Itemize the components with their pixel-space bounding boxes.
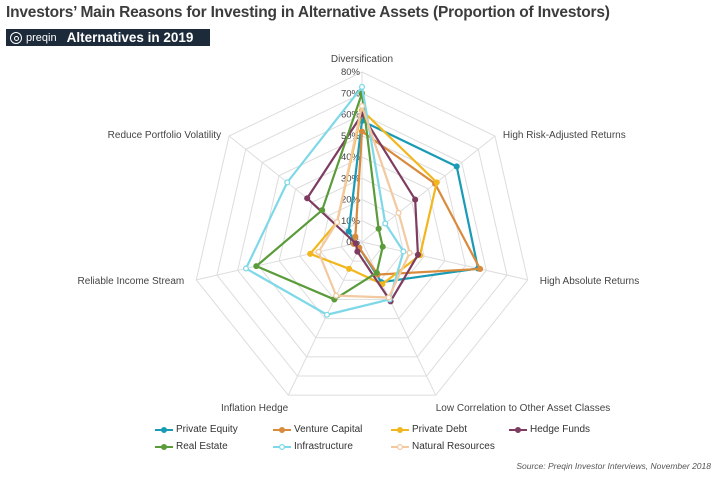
tick-label: 80% [341,67,361,78]
axis-category-label: Inflation Hedge [221,403,289,414]
series-line [306,113,420,303]
data-point [253,263,260,270]
axis-category-label: Low Correlation to Other Asset Classes [436,403,611,414]
data-point [379,243,386,250]
legend-swatch-icon [155,443,173,450]
chart-title: Investors’ Main Reasons for Investing in… [6,4,610,21]
axis-category-label: High Absolute Returns [540,276,640,287]
data-point [352,233,359,240]
data-point [433,179,440,186]
legend-item: Private Equity [155,424,238,435]
tick-label: 60% [341,110,361,121]
data-point [242,265,250,272]
tick-label: 30% [341,173,361,184]
data-point [323,311,331,318]
legend-item: Private Debt [391,424,467,435]
chart-legend: Private Equity Venture Capital Private Deb… [155,424,625,460]
data-point [358,128,366,135]
axis-category-label: High Risk-Adjusted Returns [503,130,626,141]
source-note: Source: Preqin Investor Interviews, Nove… [516,461,711,471]
grid-ring [320,198,404,281]
brand-logo-text: preqin [26,31,57,44]
legend-label: Infrastructure [294,441,353,452]
data-point [385,294,392,301]
data-point [477,265,484,273]
series-line [255,92,384,301]
data-point [412,196,419,203]
legend-label: Venture Capital [294,424,363,435]
brand-subtitle: Alternatives in 2019 [66,30,194,45]
legend-label: Natural Resources [412,441,495,452]
data-point [453,163,460,170]
grid-ring [195,71,529,396]
legend-item: Real Estate [155,441,228,452]
grid-ring [216,92,508,377]
legend-swatch-icon [273,443,291,450]
data-point [352,240,359,247]
brand-banner: preqin Alternatives in 2019 [6,29,210,46]
data-point [375,225,382,232]
data-point [414,251,421,258]
data-point [373,269,380,276]
legend-swatch-icon [509,426,527,433]
data-point [406,249,413,256]
grid-ring [299,177,425,300]
legend-item: Venture Capital [273,424,362,435]
data-point [395,209,402,216]
legend-item: Infrastructure [273,441,353,452]
legend-swatch-icon [155,426,173,433]
data-point [345,228,352,235]
tick-label: 20% [341,195,361,206]
data-point [333,292,340,299]
preqin-logo-icon [10,31,22,44]
axis-category-label: Diversification [331,54,393,65]
data-point [400,248,407,255]
series-line [244,85,405,316]
tick-label: 50% [341,131,361,142]
data-point [346,265,353,272]
legend-label: Hedge Funds [530,424,591,435]
data-point [354,248,361,255]
legend-swatch-icon [273,426,291,433]
grid-ring [237,113,487,358]
grid-spoke [228,135,363,243]
grid-spoke [361,241,437,396]
legend-swatch-icon [391,443,409,450]
data-point [315,248,322,255]
axis-category-label: Reduce Portfolio Volatility [108,130,221,141]
legend-label: Private Equity [176,424,238,435]
legend-item: Natural Resources [391,441,495,452]
axis-category-label: Reliable Income Stream [78,276,185,287]
grid-spoke [196,241,363,281]
data-point [334,219,341,226]
legend-label: Private Debt [412,424,468,435]
data-point [304,195,311,202]
data-point [358,102,366,110]
legend-item: Hedge Funds [509,424,590,435]
grid-spoke [361,241,528,281]
data-point [358,83,366,90]
data-point [382,220,389,227]
legend-label: Real Estate [176,441,228,452]
series-line [317,104,411,299]
tick-label: 70% [341,88,361,99]
grid-ring [278,156,446,320]
radar-chart: 0%10%20%30%40%50%60%70%80%Diversificatio… [78,54,640,414]
data-point [307,250,314,257]
data-point [319,207,326,214]
grid-ring [257,135,467,339]
data-point [284,179,291,186]
legend-swatch-icon [391,426,409,433]
